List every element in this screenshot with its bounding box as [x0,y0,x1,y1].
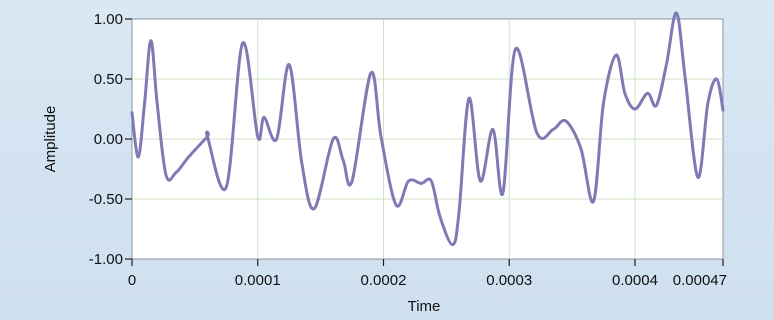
y-tick-label: 1.00 [94,11,123,28]
x-axis-title: Time [408,298,441,315]
y-axis: 1.00 0.50 0.00 -0.50 -1.00 [89,11,132,268]
x-tick-label: 0.0003 [486,272,532,289]
y-tick-label: -1.00 [89,251,123,268]
x-tick-label: 0.0001 [235,272,281,289]
y-tick-label: 0.50 [94,71,123,88]
x-tick-label: 0.0004 [612,272,658,289]
waveform-line [130,11,725,247]
x-axis: 0 0.0001 0.0002 0.0003 0.0004 0.00047 [128,259,727,289]
y-axis-title: Amplitude [42,106,59,173]
grid-lines [132,19,723,259]
x-tick-label: 0.00047 [673,272,727,289]
y-tick-label: -0.50 [89,191,123,208]
y-tick-label: 0.00 [94,131,123,148]
x-tick-label: 0 [128,272,136,289]
x-tick-label: 0.0002 [361,272,407,289]
